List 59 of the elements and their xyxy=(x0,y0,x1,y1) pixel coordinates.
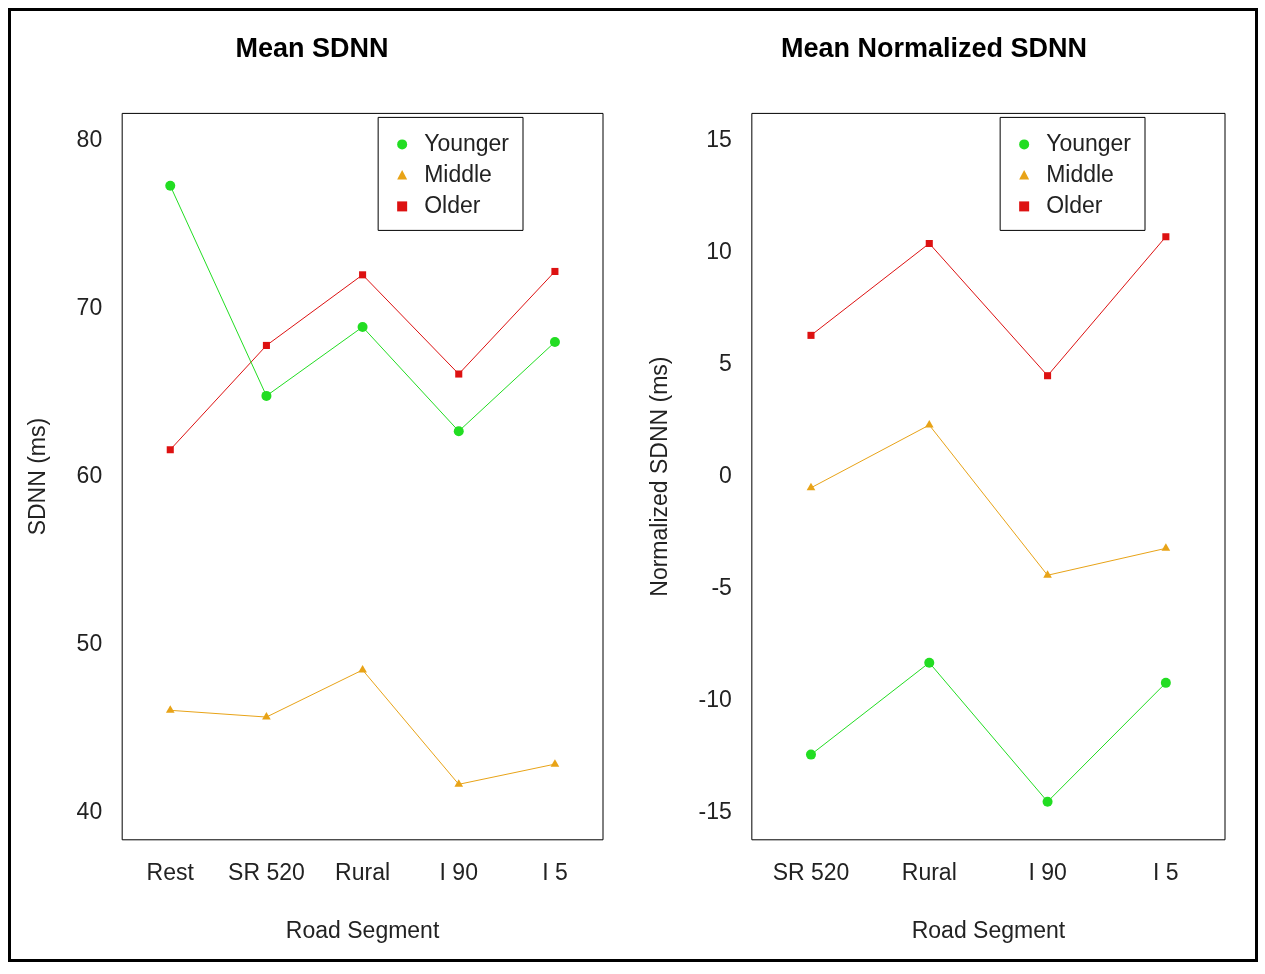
y-tick-label: 10 xyxy=(706,237,732,264)
x-axis-title: Road Segment xyxy=(285,916,440,943)
legend-label: Middle xyxy=(1046,161,1114,188)
point xyxy=(1161,543,1171,551)
y-tick-label: 70 xyxy=(76,293,103,320)
x-tick-label: I 5 xyxy=(1153,858,1179,885)
y-tick-label: 80 xyxy=(76,125,103,152)
legend-label: Younger xyxy=(424,130,510,157)
point xyxy=(357,321,368,332)
x-tick-label: SR 520 xyxy=(228,858,305,885)
x-tick-label: I 5 xyxy=(542,858,568,885)
point xyxy=(453,426,464,437)
point xyxy=(1160,677,1171,688)
point xyxy=(549,337,560,348)
legend-label: Middle xyxy=(424,161,492,188)
y-tick-label: -15 xyxy=(698,798,732,825)
chart-title: Mean Normalized SDNN xyxy=(780,32,1088,63)
point xyxy=(455,370,463,378)
point xyxy=(550,759,560,767)
point xyxy=(165,705,175,713)
y-tick-label: -10 xyxy=(698,686,732,713)
x-tick-label: SR 520 xyxy=(772,858,850,885)
point xyxy=(261,390,272,401)
legend-label: Older xyxy=(1046,192,1103,219)
point xyxy=(805,749,816,760)
x-tick-label: Rural xyxy=(901,858,957,885)
point xyxy=(1162,233,1170,241)
point xyxy=(262,712,271,720)
y-tick-label: 15 xyxy=(706,125,732,152)
x-tick-label: I 90 xyxy=(1028,858,1067,885)
y-tick-label: 5 xyxy=(719,349,732,376)
chart-title: Mean SDNN xyxy=(235,32,389,63)
legend-label: Older xyxy=(424,192,481,219)
point xyxy=(262,341,270,349)
y-tick-label: 60 xyxy=(76,461,103,488)
point xyxy=(359,271,367,279)
x-tick-label: Rest xyxy=(146,858,195,885)
point xyxy=(924,420,934,428)
point xyxy=(807,331,815,339)
point xyxy=(454,779,464,787)
legend-label: Younger xyxy=(1046,130,1132,157)
point xyxy=(165,180,176,191)
y-tick-label: -5 xyxy=(711,574,732,601)
point xyxy=(806,482,816,491)
point xyxy=(925,239,933,247)
point xyxy=(1043,570,1052,578)
point xyxy=(924,657,935,668)
y-axis-title: Normalized SDNN (ms) xyxy=(646,356,673,597)
y-tick-label: 0 xyxy=(719,461,732,488)
x-axis-title: Road Segment xyxy=(911,916,1066,943)
point xyxy=(1044,372,1052,380)
x-tick-label: Rural xyxy=(335,858,391,885)
x-tick-label: I 90 xyxy=(439,858,478,885)
point xyxy=(166,446,174,454)
y-tick-label: 50 xyxy=(76,630,103,657)
point xyxy=(1042,796,1053,807)
point xyxy=(551,267,559,275)
y-tick-label: 40 xyxy=(76,798,103,825)
y-axis-title: SDNN (ms) xyxy=(24,417,51,536)
